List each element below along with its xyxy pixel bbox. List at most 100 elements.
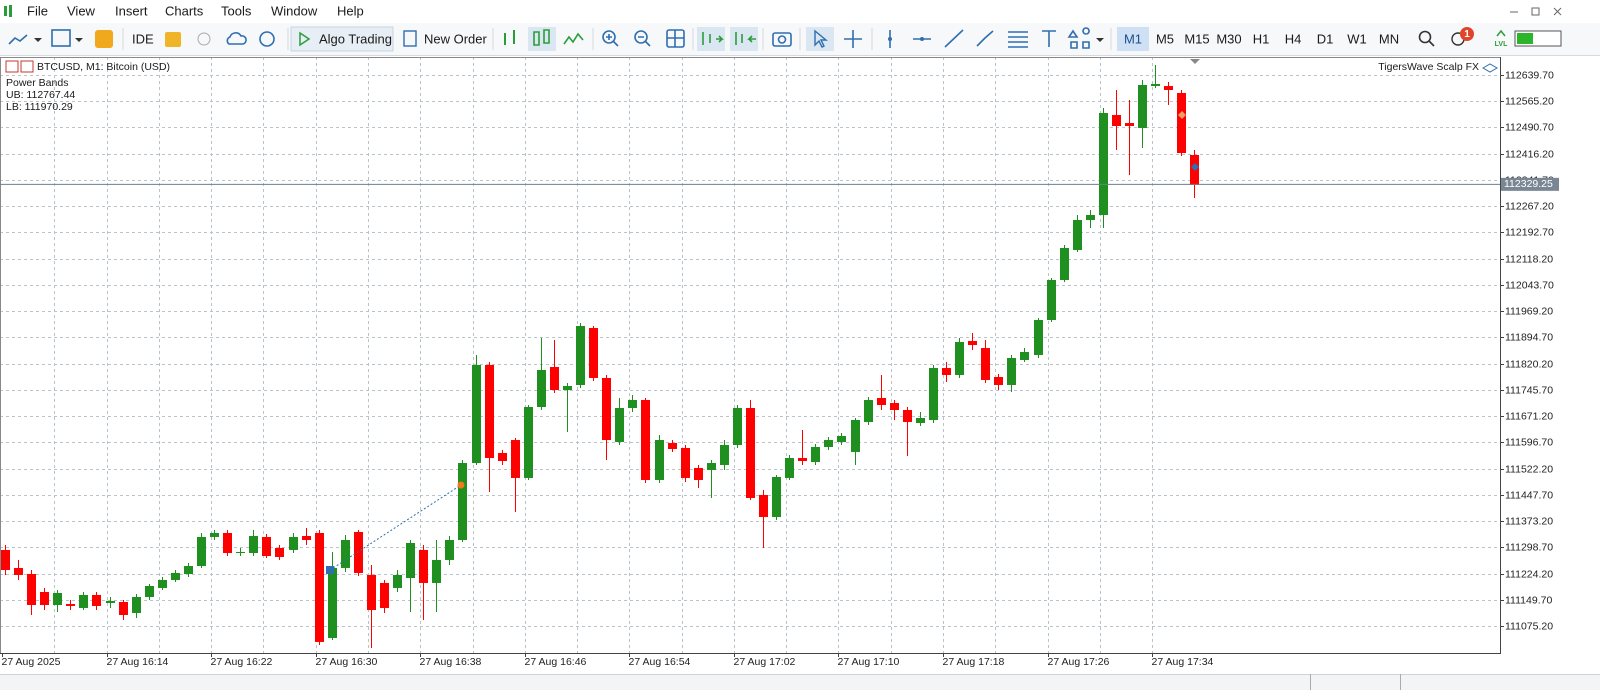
- shapes-button[interactable]: [1067, 27, 1090, 49]
- candle-body: [720, 445, 729, 465]
- trendline-button[interactable]: [944, 29, 964, 48]
- candle-body: [824, 440, 833, 447]
- screenshot-button[interactable]: [772, 32, 792, 47]
- vps-button[interactable]: [197, 32, 211, 46]
- timeframe-button[interactable]: W1: [1347, 31, 1367, 46]
- candle-body: [380, 582, 389, 608]
- restore[interactable]: [1531, 7, 1540, 16]
- channel-button[interactable]: [976, 30, 994, 47]
- candle-body: [1099, 113, 1108, 216]
- market-button[interactable]: [95, 30, 113, 48]
- timeframe-button[interactable]: H1: [1253, 31, 1270, 46]
- candle-body: [550, 366, 559, 390]
- zoom-in-button[interactable]: [602, 30, 616, 44]
- candle-body: [485, 364, 494, 459]
- candle-body: [1138, 85, 1147, 129]
- current-price-box: [1501, 177, 1559, 191]
- menu-item[interactable]: Window: [271, 3, 318, 18]
- candle-body: [171, 572, 180, 580]
- candle-body: [628, 399, 637, 408]
- timeframe-button[interactable]: M30: [1216, 31, 1241, 46]
- new-order-label[interactable]: New Order: [424, 31, 488, 46]
- menu-item[interactable]: Help: [337, 3, 364, 18]
- candle-body: [289, 536, 298, 550]
- candle-body: [210, 532, 219, 537]
- chart-type-button[interactable]: [8, 34, 28, 45]
- candle-body: [615, 407, 624, 442]
- timeframe-button[interactable]: M15: [1184, 31, 1209, 46]
- algo-trading-label[interactable]: Algo Trading: [319, 31, 392, 46]
- x-tick-label: 27 Aug 2025: [2, 656, 61, 668]
- ide-button[interactable]: IDE: [132, 31, 154, 46]
- timeframe-button[interactable]: M5: [1156, 31, 1174, 46]
- candle-body: [942, 368, 951, 375]
- bars-button[interactable]: [504, 30, 515, 45]
- templates-button[interactable]: [51, 29, 71, 47]
- new-order-icon[interactable]: [403, 30, 417, 47]
- search-button[interactable]: [1418, 30, 1432, 44]
- text-button[interactable]: [1042, 30, 1056, 47]
- menu-item[interactable]: File: [27, 3, 48, 18]
- line-chart-button[interactable]: [563, 32, 584, 45]
- candle-body: [197, 536, 206, 567]
- active-timeframe-bg: [1117, 27, 1149, 51]
- play-icon: [299, 31, 311, 47]
- cursor-bg: [806, 27, 834, 51]
- timeframe-button[interactable]: M1: [1124, 31, 1142, 46]
- timeframe-button[interactable]: H4: [1285, 31, 1302, 46]
- candle-body: [367, 574, 376, 610]
- candle-body: [419, 549, 428, 583]
- services-button[interactable]: [259, 31, 275, 47]
- y-tick-label: 112118.20: [1505, 253, 1553, 265]
- level-icon[interactable]: [1496, 29, 1506, 37]
- zoom-in-icon: [606, 34, 619, 47]
- cursor-button[interactable]: [814, 29, 828, 48]
- window-controls: [1510, 7, 1562, 16]
- candle-body: [406, 543, 415, 579]
- autoscroll-button[interactable]: [702, 32, 724, 45]
- signals-button[interactable]: [165, 32, 181, 47]
- candle-body: [759, 494, 768, 518]
- candles-button[interactable]: [533, 29, 550, 46]
- candle-body: [890, 402, 899, 410]
- candle-body: [916, 417, 925, 423]
- cloud-button[interactable]: [226, 32, 247, 45]
- candle-body: [877, 397, 886, 405]
- menu-item[interactable]: Insert: [115, 3, 148, 18]
- fibo-button[interactable]: [1008, 31, 1028, 48]
- menu-item[interactable]: Charts: [165, 3, 204, 18]
- candle-body: [864, 399, 873, 423]
- timeframe-button[interactable]: MN: [1379, 31, 1399, 46]
- candle-body: [1034, 320, 1043, 355]
- candle-body: [1086, 215, 1095, 221]
- y-tick-label: 111596.70: [1505, 436, 1553, 448]
- candle-body: [785, 458, 794, 478]
- timeframe-button[interactable]: D1: [1317, 31, 1334, 46]
- expert-icon: [1481, 63, 1499, 73]
- candle-body: [79, 594, 88, 608]
- y-tick-label: 112565.20: [1505, 95, 1554, 107]
- y-tick-label: 112416.20: [1505, 148, 1554, 160]
- candle-body: [968, 340, 977, 346]
- candle-body: [1020, 351, 1029, 360]
- search-handle: [1428, 40, 1435, 47]
- candle-body: [119, 601, 128, 615]
- chart-shift-button[interactable]: [735, 32, 756, 45]
- x-tick-label: 27 Aug 16:46: [525, 656, 587, 668]
- menu-item[interactable]: Tools: [221, 3, 252, 18]
- y-tick-label: 111447.70: [1505, 489, 1553, 501]
- candle-body: [746, 407, 755, 498]
- indicator-name: Power Bands: [6, 77, 68, 89]
- candle-body: [92, 594, 101, 606]
- dot: [920, 37, 924, 41]
- menu-item[interactable]: View: [67, 3, 96, 18]
- candle-body: [929, 368, 938, 421]
- candle-body: [184, 566, 193, 574]
- y-tick-label: 111894.70: [1505, 331, 1553, 343]
- candle-body: [589, 328, 598, 378]
- zoom-out-button[interactable]: [634, 30, 648, 44]
- crosshair-button[interactable]: [844, 30, 862, 48]
- close[interactable]: [1553, 7, 1562, 16]
- y-tick-label: 112267.20: [1505, 200, 1554, 212]
- candle-body: [262, 536, 271, 556]
